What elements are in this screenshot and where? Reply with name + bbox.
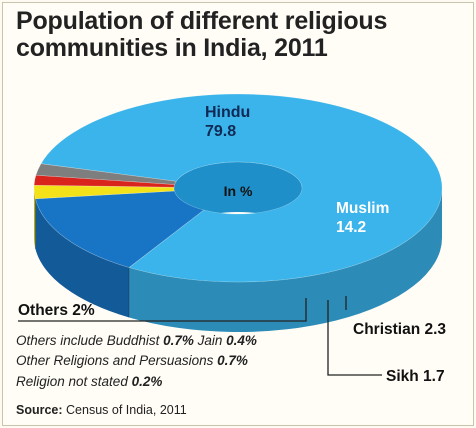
others-slice <box>35 163 177 185</box>
center-unit-label: In % <box>224 183 253 199</box>
muslim-value: 14.2 <box>336 219 366 236</box>
muslim-side-wall <box>35 198 130 318</box>
source-note: Source: Census of India, 2011 <box>16 403 187 417</box>
others-note-line-3: Religion not stated 0.2% <box>16 374 163 389</box>
donut-hole-wall <box>174 162 302 238</box>
others-leader-line <box>18 298 307 322</box>
hindu-side-wall <box>129 188 442 333</box>
others-note-line-2: Other Religions and Persuasions 0.7% <box>16 353 248 368</box>
others-label: Others 2% <box>18 302 95 319</box>
title-line-1: Population of different religious <box>16 7 388 35</box>
hindu-label: Hindu <box>205 104 250 121</box>
christian-label: Christian 2.3 <box>353 321 446 338</box>
muslim-label: Muslim <box>336 200 389 217</box>
sikh-leader-line <box>327 300 382 376</box>
hindu-value: 79.8 <box>205 123 236 140</box>
muslim-slice <box>35 190 205 268</box>
christian-side-wall <box>34 188 36 249</box>
hindu-slice <box>40 93 443 283</box>
chart-title: Population of different religious commun… <box>16 8 456 62</box>
title-line-2: communities in India, 2011 <box>16 34 328 62</box>
others-note-line-1: Others include Buddhist 0.7% Jain 0.4% <box>16 333 257 348</box>
sikh-label: Sikh 1.7 <box>386 368 445 385</box>
